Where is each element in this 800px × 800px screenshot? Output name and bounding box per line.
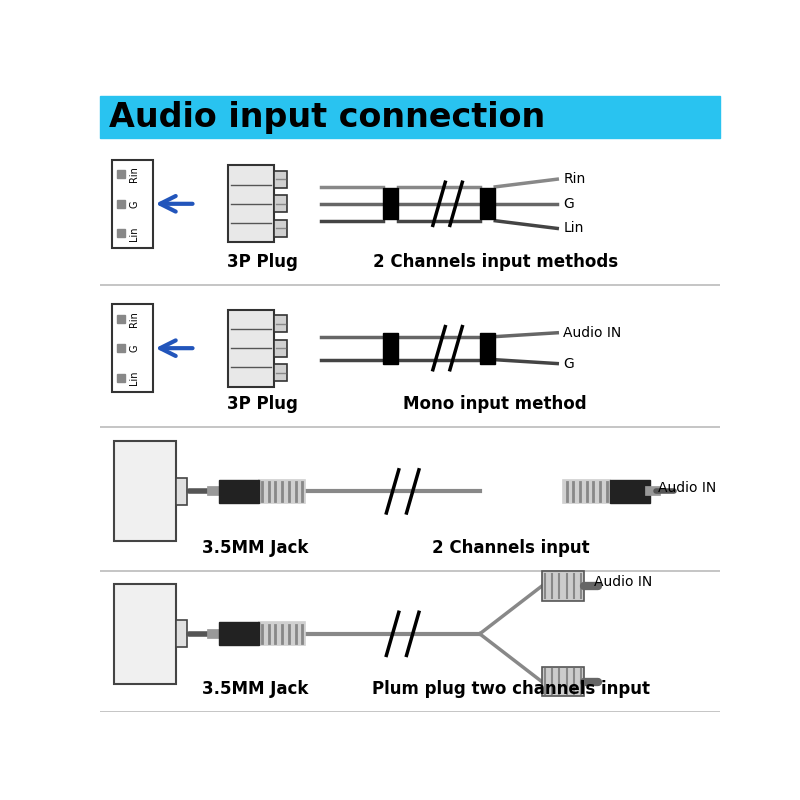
Text: Lin: Lin: [130, 226, 139, 241]
Bar: [563, 480, 610, 503]
Bar: [228, 166, 274, 242]
Text: G: G: [130, 200, 139, 207]
Bar: [480, 189, 495, 219]
Bar: [259, 480, 306, 503]
Bar: [542, 667, 584, 696]
Text: G: G: [130, 345, 139, 352]
Bar: [383, 333, 398, 363]
Bar: [542, 571, 584, 601]
Bar: [274, 340, 286, 357]
Bar: [228, 310, 274, 386]
Text: Plum plug two channels input: Plum plug two channels input: [372, 680, 650, 698]
Text: Audio IN: Audio IN: [658, 481, 716, 494]
Bar: [117, 230, 125, 237]
Bar: [176, 620, 186, 647]
Text: 3.5MM Jack: 3.5MM Jack: [202, 680, 308, 698]
Bar: [383, 189, 398, 219]
Bar: [117, 200, 125, 208]
Bar: [117, 344, 125, 352]
Bar: [218, 622, 259, 646]
Bar: [274, 364, 286, 382]
Text: Rin: Rin: [130, 310, 139, 326]
Bar: [117, 170, 125, 178]
Bar: [114, 442, 176, 542]
Text: Lin: Lin: [130, 370, 139, 385]
Text: Audio IN: Audio IN: [563, 326, 622, 340]
Text: Lin: Lin: [563, 222, 584, 235]
Text: Mono input method: Mono input method: [403, 395, 587, 414]
Bar: [112, 159, 153, 248]
Bar: [274, 170, 286, 188]
Text: G: G: [563, 357, 574, 370]
Text: Audio IN: Audio IN: [594, 575, 653, 590]
Text: Audio input connection: Audio input connection: [110, 101, 546, 134]
Bar: [259, 622, 306, 646]
Text: G: G: [563, 197, 574, 211]
Bar: [610, 480, 650, 503]
Bar: [117, 374, 125, 382]
Bar: [112, 304, 153, 393]
Bar: [274, 220, 286, 237]
Bar: [274, 315, 286, 332]
Text: Rin: Rin: [130, 166, 139, 182]
Bar: [117, 315, 125, 322]
Text: 2 Channels input methods: 2 Channels input methods: [373, 253, 618, 270]
Text: 3P Plug: 3P Plug: [227, 395, 298, 414]
Text: 2 Channels input: 2 Channels input: [432, 539, 590, 558]
Bar: [218, 480, 259, 503]
Bar: [274, 195, 286, 212]
Text: 3.5MM Jack: 3.5MM Jack: [202, 539, 308, 558]
Bar: [100, 96, 720, 138]
Text: 3P Plug: 3P Plug: [227, 253, 298, 270]
Bar: [480, 333, 495, 363]
Bar: [176, 478, 186, 505]
Bar: [114, 584, 176, 684]
Text: Rin: Rin: [563, 172, 586, 186]
